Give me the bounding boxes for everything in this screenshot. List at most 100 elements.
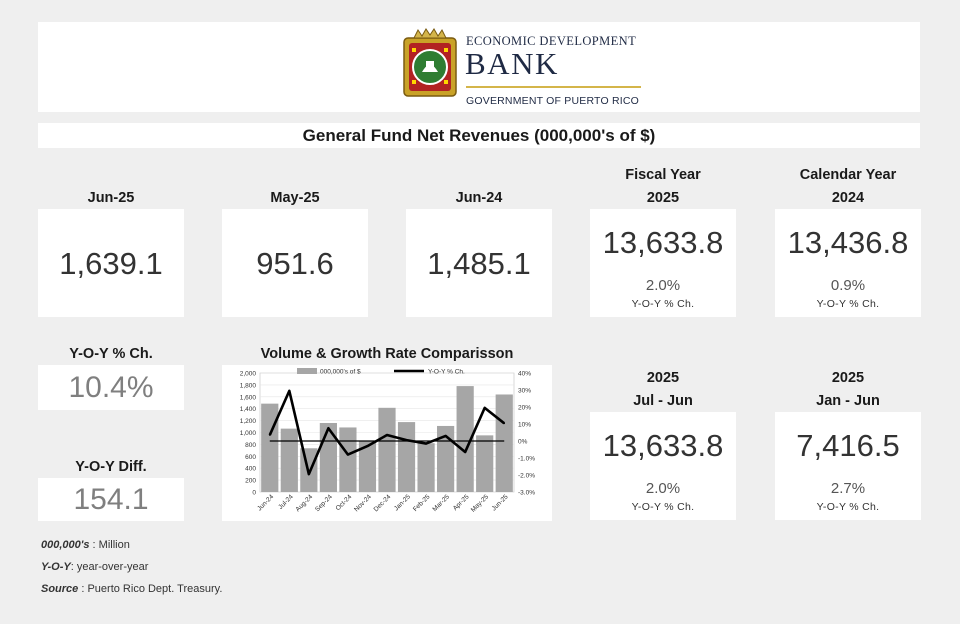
- yoy-point: [308, 473, 310, 475]
- bar: [437, 425, 455, 492]
- card-juljun-label: Jul - Jun: [633, 393, 693, 409]
- card-fiscal-year: 2025: [646, 190, 680, 206]
- y-left-tick-label: 2,000: [240, 371, 257, 378]
- card-calendar-value: 13,436.8: [787, 225, 909, 260]
- bar: [358, 441, 377, 492]
- yoy-point: [483, 407, 486, 409]
- card-jun25: 1,639.1: [38, 209, 184, 317]
- note-million-text: : Million: [89, 539, 130, 551]
- y-left-tick-label: 400: [245, 466, 256, 473]
- legend-line-label: Y-O-Y % Ch.: [428, 369, 465, 376]
- card-janjun-year: 2025: [831, 370, 865, 386]
- card-juljun-year: 2025: [646, 370, 680, 386]
- x-tick-label: Sep-24: [314, 493, 334, 513]
- y-right-tick-label: 20%: [518, 405, 531, 412]
- yoy-point: [425, 442, 427, 445]
- note-million-key: 000,000's: [41, 539, 90, 551]
- y-left-tick-label: 1,200: [240, 418, 257, 425]
- y-left-tick-label: 1,000: [240, 430, 257, 437]
- yoy-pct-label: Y-O-Y % Ch.: [69, 346, 153, 362]
- bar: [280, 428, 298, 492]
- x-tick-label: Jun-24: [256, 493, 275, 512]
- legend-bar-label: 000,000's of $: [320, 369, 361, 376]
- x-tick-label: Jun-25: [491, 493, 510, 512]
- card-calendar: 13,436.8 0.9% Y-O-Y % Ch.: [775, 209, 921, 317]
- y-right-tick-label: -3.0%: [518, 490, 535, 497]
- bank-logo: ECONOMIC DEVELOPMENT BANK GOVERNMENT OF …: [400, 28, 650, 108]
- y-left-tick-label: 1,600: [240, 394, 257, 401]
- x-tick-label: Feb-25: [412, 493, 432, 513]
- card-juljun-note: Y-O-Y % Ch.: [631, 501, 695, 513]
- card-calendar-pct: 0.9%: [830, 277, 866, 294]
- yoy-pct-box: 10.4%: [38, 365, 184, 410]
- yoy-pct-value: 10.4%: [68, 371, 154, 404]
- header-banner: ECONOMIC DEVELOPMENT BANK GOVERNMENT OF …: [38, 22, 920, 112]
- yoy-point: [503, 422, 506, 425]
- card-janjun-label: Jan - Jun: [816, 393, 880, 409]
- brand-top-text: ECONOMIC DEVELOPMENT: [466, 34, 637, 48]
- y-left-tick-label: 800: [245, 442, 256, 449]
- card-juljun-pct: 2.0%: [645, 480, 681, 497]
- card-jun24-label: Jun-24: [455, 190, 503, 206]
- bar: [456, 386, 474, 492]
- card-janjun-pct: 2.7%: [830, 480, 866, 497]
- card-calendar-label: Calendar Year: [799, 167, 897, 183]
- card-janjun: 7,416.5 2.7% Y-O-Y % Ch.: [775, 412, 921, 520]
- bar: [476, 435, 494, 492]
- y-right-tick-label: 0%: [518, 439, 528, 446]
- bar: [319, 422, 337, 492]
- brand-bank-text: BANK: [465, 46, 559, 81]
- card-juljun-value: 13,633.8: [602, 428, 724, 463]
- card-jun24-value: 1,485.1: [427, 246, 531, 281]
- y-left-tick-label: 1,800: [240, 382, 257, 389]
- puerto-rico-seal-icon: [403, 28, 457, 97]
- card-jun25-label: Jun-25: [87, 190, 135, 206]
- y-right-tick-label: 40%: [518, 371, 531, 378]
- x-tick-label: Nov-24: [353, 493, 373, 513]
- x-tick-label: Oct-24: [335, 493, 354, 512]
- volume-growth-chart: 0 200 400 600 800 1,000 1,200 1,400 1,600 1,800 2,…: [240, 368, 535, 514]
- bar: [417, 443, 435, 492]
- card-janjun-note: Y-O-Y % Ch.: [816, 501, 880, 513]
- yoy-point: [288, 390, 291, 392]
- yoy-point: [444, 435, 447, 437]
- x-tick-label: Apr-25: [452, 493, 471, 512]
- yoy-point: [386, 434, 388, 436]
- card-fiscal: 13,633.8 2.0% Y-O-Y % Ch.: [590, 209, 736, 317]
- y-left-tick-label: 200: [245, 478, 256, 485]
- x-tick-label: Mar-25: [432, 493, 452, 513]
- y-left-tick-label: 600: [245, 454, 256, 461]
- x-tick-label: Aug-24: [294, 493, 314, 513]
- note-source-key: Source: [41, 583, 79, 595]
- card-jun25-value: 1,639.1: [59, 246, 163, 281]
- yoy-point: [327, 427, 330, 430]
- bar: [397, 422, 416, 492]
- y-right-tick-label: -1.0%: [518, 456, 535, 463]
- bar: [378, 407, 396, 492]
- card-calendar-note: Y-O-Y % Ch.: [816, 298, 880, 310]
- y-right-tick-label: -2.0%: [518, 473, 535, 480]
- bar: [261, 403, 279, 492]
- card-may25: 951.6: [222, 209, 368, 317]
- note-million: 000,000's : Million: [41, 539, 130, 551]
- card-fiscal-value: 13,633.8: [602, 225, 724, 260]
- card-calendar-year: 2024: [831, 190, 865, 206]
- card-juljun: 13,633.8 2.0% Y-O-Y % Ch.: [590, 412, 736, 520]
- y-right-tick-label: 10%: [518, 422, 531, 429]
- y-left-tick-label: 1,400: [240, 406, 257, 413]
- note-yoy-key: Y-O-Y: [41, 561, 71, 573]
- brand-bottom-text: GOVERNMENT OF PUERTO RICO: [466, 95, 640, 107]
- note-yoy: Y-O-Y: year-over-year: [41, 561, 148, 573]
- bar: [339, 427, 357, 492]
- card-may25-label: May-25: [270, 190, 320, 206]
- card-janjun-value: 7,416.5: [796, 428, 900, 463]
- chart-panel: 0 200 400 600 800 1,000 1,200 1,400 1,600 1,800 2,…: [222, 365, 552, 521]
- yoy-diff-value: 154.1: [73, 483, 149, 516]
- card-may25-value: 951.6: [256, 246, 334, 281]
- chart-title: Volume & Growth Rate Comparisson: [260, 346, 514, 362]
- yoy-diff-label: Y-O-Y Diff.: [75, 459, 147, 475]
- y-right-tick-label: 30%: [518, 388, 531, 395]
- note-source-text: : Puerto Rico Dept. Treasury.: [78, 583, 223, 595]
- brand-divider: [466, 86, 641, 88]
- page-title: General Fund Net Revenues (000,000's of …: [38, 123, 920, 148]
